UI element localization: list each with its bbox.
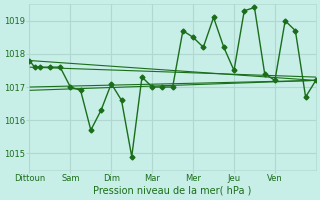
X-axis label: Pression niveau de la mer( hPa ): Pression niveau de la mer( hPa ): [93, 186, 252, 196]
